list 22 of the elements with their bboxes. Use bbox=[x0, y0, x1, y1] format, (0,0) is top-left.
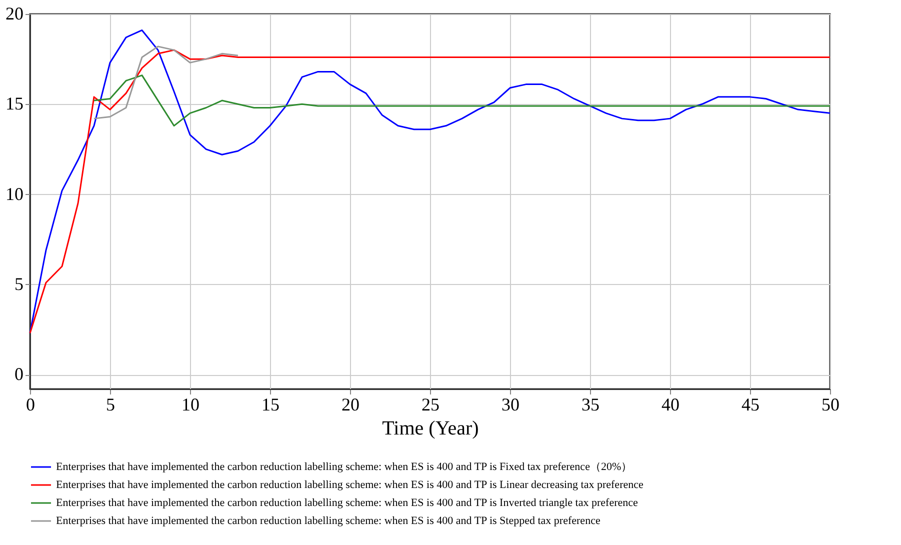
x-tick-label: 25 bbox=[422, 394, 440, 414]
legend-label: Enterprises that have implemented the carbon reduction labelling scheme: when ES is 400 and TP is Fixed tax preference（20%） bbox=[56, 461, 632, 473]
y-tick-label: 10 bbox=[6, 184, 24, 204]
x-tick-label: 10 bbox=[182, 394, 200, 414]
x-tick-label: 5 bbox=[106, 394, 115, 414]
x-tick-label: 45 bbox=[742, 394, 760, 414]
x-tick-label: 15 bbox=[262, 394, 280, 414]
legend-label: Enterprises that have implemented the carbon reduction labelling scheme: when ES is 400 and TP is Linear decreasing tax preference bbox=[56, 479, 644, 491]
x-tick-label: 30 bbox=[502, 394, 520, 414]
x-axis-title: Time (Year) bbox=[382, 418, 479, 440]
y-tick-label: 5 bbox=[14, 274, 24, 294]
x-tick-label: 20 bbox=[342, 394, 360, 414]
x-tick-label: 40 bbox=[662, 394, 680, 414]
x-tick-label: 50 bbox=[822, 394, 840, 414]
y-tick-label: 0 bbox=[14, 364, 24, 384]
x-tick-label: 35 bbox=[582, 394, 600, 414]
line-series bbox=[93, 46, 239, 120]
legend-label: Enterprises that have implemented the carbon reduction labelling scheme: when ES is 400 and TP is Stepped tax preference bbox=[56, 515, 600, 527]
y-tick-label: 20 bbox=[6, 4, 24, 24]
line-series bbox=[93, 74, 831, 127]
legend-label: Enterprises that have implemented the carbon reduction labelling scheme: when ES is 400 and TP is Inverted triangle tax preference bbox=[56, 497, 638, 509]
y-tick-label: 15 bbox=[6, 94, 24, 114]
